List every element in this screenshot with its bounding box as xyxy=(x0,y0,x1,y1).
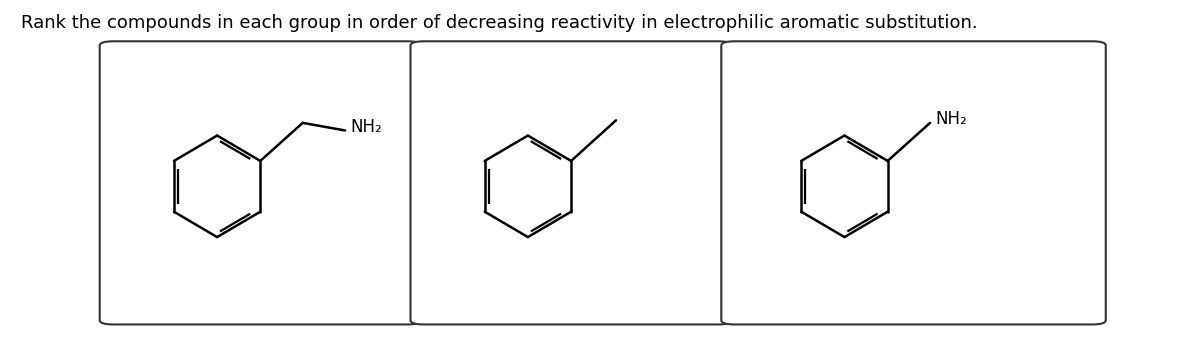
Text: NH₂: NH₂ xyxy=(936,111,967,128)
FancyBboxPatch shape xyxy=(100,41,421,325)
FancyBboxPatch shape xyxy=(410,41,732,325)
FancyBboxPatch shape xyxy=(721,41,1105,325)
Text: NH₂: NH₂ xyxy=(350,118,383,136)
Text: Rank the compounds in each group in order of decreasing reactivity in electrophi: Rank the compounds in each group in orde… xyxy=(22,14,978,32)
